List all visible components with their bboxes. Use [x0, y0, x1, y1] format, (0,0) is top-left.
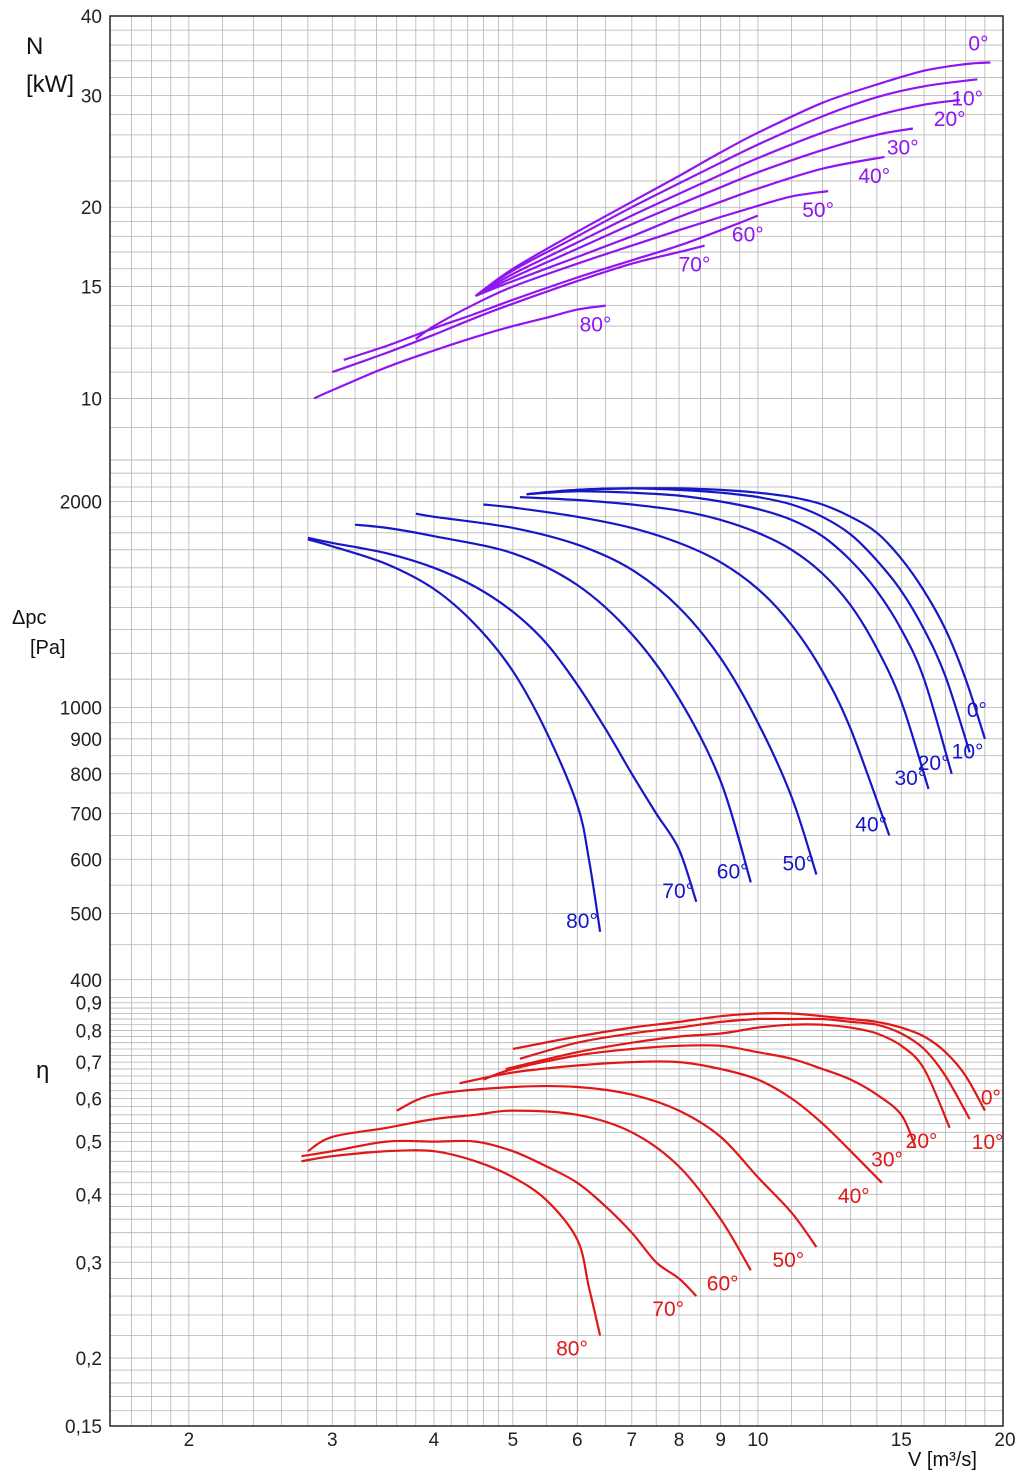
- curve-0-4: [475, 155, 885, 297]
- curve-label-0-5: 50°: [802, 199, 834, 222]
- curve-label-0-8: 80°: [580, 314, 612, 337]
- curve-label-2-8: 80°: [556, 1338, 588, 1361]
- y-tick-label: 20: [81, 198, 102, 219]
- y-tick-label: 0,2: [76, 1349, 102, 1370]
- curve-2-8: [301, 1149, 602, 1336]
- curve-label-2-5: 50°: [772, 1249, 804, 1272]
- y-tick-label: 800: [70, 765, 102, 786]
- y-tick-label: 0,5: [76, 1133, 102, 1154]
- curve-2-7: [301, 1139, 698, 1297]
- y-tick-label: 600: [70, 850, 102, 871]
- plot-frame: [109, 15, 1004, 1427]
- y-tick-label: 0,6: [76, 1090, 102, 1111]
- y-tick-label: 40: [81, 7, 102, 28]
- y-tick-label: 400: [70, 971, 102, 992]
- y-tick-label: 15: [81, 278, 102, 299]
- x-tick-label: 5: [508, 1430, 519, 1451]
- x-tick-label: 10: [747, 1430, 768, 1451]
- curve-1-5: [415, 512, 818, 875]
- y-tick-label: 0,7: [76, 1053, 102, 1074]
- curve-0-5: [415, 190, 829, 340]
- curve-label-2-3: 30°: [871, 1148, 903, 1171]
- curve-0-6: [343, 214, 759, 361]
- flow-axis-title: V [m³/s]: [908, 1449, 977, 1471]
- curve-label-1-2: 20°: [918, 752, 950, 775]
- y-tick-label: 700: [70, 804, 102, 825]
- y-tick-label: 0,3: [76, 1253, 102, 1274]
- curve-label-0-1: 10°: [951, 87, 983, 110]
- x-tick-label: 20: [994, 1430, 1015, 1451]
- curve-label-1-5: 50°: [782, 853, 814, 876]
- curve-label-1-1: 10°: [952, 740, 984, 763]
- curve-1-2: [526, 490, 953, 775]
- x-tick-label: 6: [572, 1430, 583, 1451]
- x-tick-label: 3: [327, 1430, 338, 1451]
- y-tick-label: 1000: [60, 698, 102, 719]
- curve-label-2-6: 60°: [707, 1272, 739, 1295]
- x-tick-label: 9: [715, 1430, 726, 1451]
- curve-label-0-3: 30°: [887, 137, 919, 160]
- power-axis-unit: [kW]: [26, 71, 74, 98]
- y-tick-label: 0,4: [76, 1185, 103, 1206]
- curve-label-0-2: 20°: [934, 108, 966, 131]
- curve-2-6: [307, 1109, 752, 1271]
- curve-2-3: [483, 1044, 917, 1147]
- curve-2-0: [512, 1012, 986, 1112]
- curve-label-0-4: 40°: [858, 165, 890, 188]
- curve-0-2: [475, 98, 960, 297]
- pressure-axis-unit: [Pa]: [30, 637, 66, 659]
- y-tick-label: 2000: [60, 493, 102, 514]
- curve-0-7: [331, 244, 705, 374]
- curve-2-1: [519, 1017, 971, 1120]
- curve-2-5: [396, 1084, 818, 1248]
- curve-label-1-8: 80°: [566, 910, 598, 933]
- x-tick-label: 7: [627, 1430, 638, 1451]
- curve-label-2-1: 10°: [972, 1131, 1004, 1154]
- x-tick-label: 8: [674, 1430, 685, 1451]
- curve-0-3: [475, 127, 914, 297]
- y-tick-label: 900: [70, 730, 102, 751]
- pressure-axis-title: Δpc: [12, 607, 46, 629]
- curves: [301, 61, 991, 1336]
- curve-label-1-0: 0°: [967, 699, 987, 722]
- curve-0-1: [474, 78, 978, 297]
- y-tick-label: 10: [81, 389, 102, 410]
- curve-label-1-6: 60°: [717, 860, 749, 883]
- y-tick-label: 0,15: [65, 1417, 102, 1438]
- curve-0-8: [313, 304, 606, 400]
- grid: [110, 16, 1003, 1426]
- curve-0-0: [474, 61, 991, 297]
- y-tick-label: 0,9: [76, 994, 102, 1015]
- curve-label-2-4: 40°: [838, 1185, 870, 1208]
- y-tick-label: 0,8: [76, 1022, 102, 1043]
- curve-label-2-7: 70°: [652, 1298, 684, 1321]
- efficiency-axis-title: η: [36, 1057, 49, 1084]
- curve-1-4: [483, 503, 891, 836]
- curve-1-8: [307, 538, 602, 932]
- curve-label-0-6: 60°: [732, 224, 764, 247]
- x-tick-label: 4: [429, 1430, 440, 1451]
- curve-1-1: [526, 487, 971, 753]
- curve-2-2: [505, 1023, 951, 1129]
- y-tick-label: 30: [81, 86, 102, 107]
- curve-label-0-0: 0°: [968, 32, 988, 55]
- curve-1-7: [307, 536, 698, 903]
- curve-2-4: [459, 1060, 883, 1184]
- y-tick-label: 500: [70, 904, 102, 925]
- power-axis-title: N: [26, 33, 43, 60]
- x-tick-label: 2: [184, 1430, 195, 1451]
- curve-label-1-4: 40°: [855, 813, 887, 836]
- curve-label-0-7: 70°: [679, 254, 711, 277]
- curve-1-3: [519, 496, 930, 790]
- curve-label-1-7: 70°: [662, 880, 694, 903]
- curve-label-1-3: 30°: [894, 767, 926, 790]
- x-tick-label: 15: [891, 1430, 912, 1451]
- curve-1-6: [354, 523, 752, 883]
- curve-label-2-2: 20°: [906, 1130, 938, 1153]
- curve-label-2-0: 0°: [981, 1087, 1001, 1110]
